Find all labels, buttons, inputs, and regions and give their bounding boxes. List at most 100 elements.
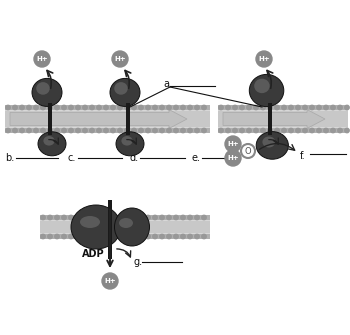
Bar — [268, 103, 272, 135]
Circle shape — [345, 105, 349, 110]
Circle shape — [195, 215, 199, 220]
Bar — [5, 105, 210, 133]
Circle shape — [139, 234, 143, 239]
Circle shape — [174, 105, 178, 110]
Circle shape — [256, 51, 272, 67]
Circle shape — [125, 105, 129, 110]
Text: b.: b. — [5, 153, 14, 163]
Circle shape — [111, 105, 115, 110]
Circle shape — [261, 128, 265, 133]
Text: H+: H+ — [227, 141, 239, 147]
Circle shape — [226, 105, 230, 110]
Bar — [218, 105, 348, 110]
Text: H+: H+ — [36, 56, 48, 62]
Circle shape — [104, 105, 108, 110]
Circle shape — [48, 128, 52, 133]
Circle shape — [240, 128, 244, 133]
Ellipse shape — [116, 132, 144, 156]
Circle shape — [125, 234, 129, 239]
Circle shape — [181, 215, 185, 220]
Circle shape — [195, 234, 199, 239]
Text: H+: H+ — [114, 56, 126, 62]
Circle shape — [225, 150, 241, 166]
Ellipse shape — [254, 79, 270, 93]
Circle shape — [181, 105, 185, 110]
Circle shape — [139, 105, 143, 110]
Circle shape — [97, 105, 101, 110]
Circle shape — [13, 128, 17, 133]
Circle shape — [34, 51, 50, 67]
Circle shape — [310, 105, 314, 110]
Circle shape — [146, 215, 150, 220]
Circle shape — [153, 215, 157, 220]
Bar — [40, 215, 210, 239]
Circle shape — [188, 215, 192, 220]
Ellipse shape — [119, 218, 133, 228]
Circle shape — [202, 215, 206, 220]
Circle shape — [83, 105, 87, 110]
Circle shape — [188, 234, 192, 239]
Ellipse shape — [38, 132, 66, 156]
Bar — [48, 103, 52, 135]
Circle shape — [303, 128, 307, 133]
Ellipse shape — [110, 78, 140, 107]
Circle shape — [202, 105, 206, 110]
Circle shape — [112, 51, 128, 67]
Circle shape — [167, 128, 171, 133]
Circle shape — [48, 105, 52, 110]
Circle shape — [317, 128, 321, 133]
Circle shape — [331, 128, 335, 133]
Circle shape — [69, 215, 73, 220]
Ellipse shape — [262, 136, 275, 147]
Circle shape — [55, 234, 59, 239]
Circle shape — [282, 128, 286, 133]
Circle shape — [282, 105, 286, 110]
Circle shape — [261, 105, 265, 110]
Circle shape — [90, 234, 94, 239]
Circle shape — [338, 128, 342, 133]
Ellipse shape — [121, 136, 133, 146]
Bar — [5, 128, 210, 133]
Circle shape — [132, 128, 136, 133]
Circle shape — [20, 105, 24, 110]
Circle shape — [153, 234, 157, 239]
Circle shape — [160, 128, 164, 133]
Circle shape — [174, 215, 178, 220]
Bar — [5, 105, 210, 110]
Circle shape — [167, 215, 171, 220]
Bar — [218, 105, 348, 133]
Circle shape — [139, 215, 143, 220]
Circle shape — [139, 128, 143, 133]
Ellipse shape — [80, 216, 100, 228]
Circle shape — [146, 128, 150, 133]
Circle shape — [69, 128, 73, 133]
Circle shape — [97, 215, 101, 220]
Circle shape — [160, 105, 164, 110]
Text: H+: H+ — [104, 278, 116, 284]
Circle shape — [195, 105, 199, 110]
Circle shape — [303, 105, 307, 110]
Circle shape — [188, 105, 192, 110]
Circle shape — [118, 234, 122, 239]
Circle shape — [254, 128, 258, 133]
Circle shape — [247, 105, 251, 110]
Circle shape — [275, 105, 279, 110]
FancyArrow shape — [10, 110, 187, 129]
Circle shape — [181, 234, 185, 239]
Circle shape — [153, 105, 157, 110]
Circle shape — [102, 273, 118, 289]
Circle shape — [6, 105, 10, 110]
Circle shape — [97, 234, 101, 239]
Bar — [108, 200, 112, 259]
Circle shape — [160, 215, 164, 220]
Circle shape — [188, 128, 192, 133]
FancyArrow shape — [223, 110, 325, 129]
Circle shape — [83, 128, 87, 133]
Ellipse shape — [114, 208, 149, 246]
Circle shape — [97, 128, 101, 133]
Circle shape — [90, 105, 94, 110]
Circle shape — [13, 105, 17, 110]
Circle shape — [20, 128, 24, 133]
Circle shape — [247, 128, 251, 133]
Circle shape — [41, 215, 45, 220]
